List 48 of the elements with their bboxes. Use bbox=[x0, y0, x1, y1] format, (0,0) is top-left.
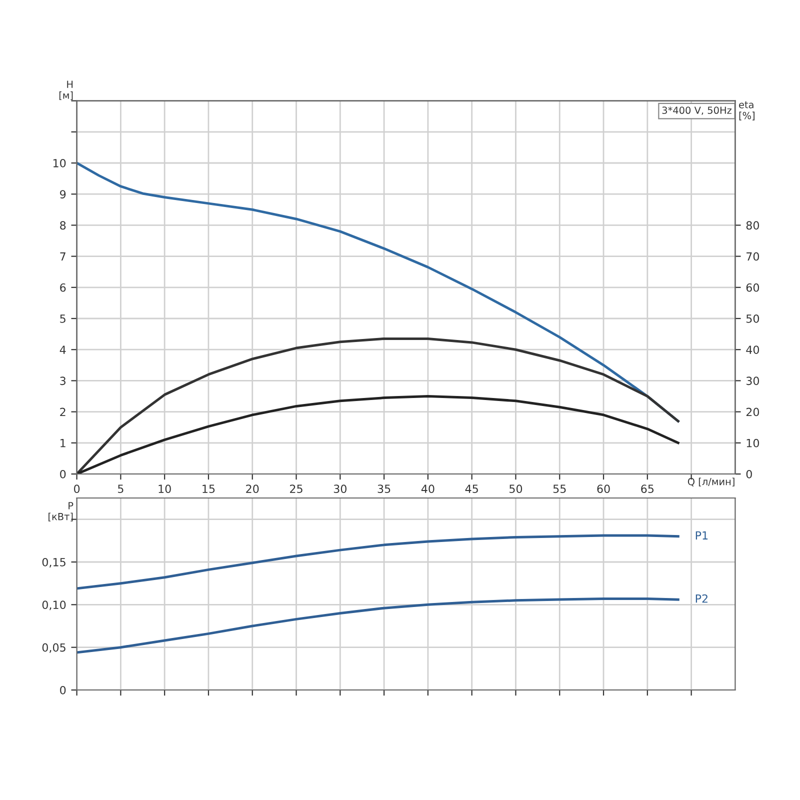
x-tick-label: 25 bbox=[290, 484, 302, 494]
line-series bbox=[76, 395, 680, 474]
x-tick-label: 0 bbox=[74, 484, 80, 494]
y2-tick-label: 20 bbox=[746, 408, 760, 416]
x-tick-label: 35 bbox=[378, 484, 390, 494]
y-tick-label: 0 bbox=[60, 686, 66, 694]
series-label: P2 bbox=[696, 594, 708, 603]
line-series bbox=[76, 597, 680, 654]
y-tick-label: 0,15 bbox=[42, 558, 66, 568]
x-tick-label: 60 bbox=[597, 484, 610, 494]
y-axis-title: P [кВт] bbox=[48, 502, 74, 522]
y-axis-title: H [м] bbox=[59, 80, 73, 100]
x-tick-label: 30 bbox=[334, 484, 346, 494]
y2-tick-label: 30 bbox=[746, 376, 760, 386]
y-tick-label: 8 bbox=[60, 221, 66, 230]
line-series bbox=[76, 534, 680, 590]
x-tick-label: 50 bbox=[510, 484, 522, 494]
x-axis-title: Q [л/мин] bbox=[688, 478, 734, 486]
x-tick-label: 45 bbox=[465, 484, 478, 494]
x-tick-label: 40 bbox=[421, 484, 434, 494]
y-tick-label: 7 bbox=[60, 252, 66, 261]
y2-tick-label: 40 bbox=[746, 346, 760, 354]
y-tick-label: 9 bbox=[60, 190, 66, 198]
y-tick-label: 6 bbox=[60, 283, 66, 292]
x-tick-label: 65 bbox=[641, 484, 654, 494]
y-tick-label: 0,05 bbox=[42, 643, 66, 653]
y-tick-label: 10 bbox=[53, 158, 66, 168]
x-tick-label: 55 bbox=[553, 484, 566, 494]
y-tick-label: 1 bbox=[60, 439, 66, 448]
annotation: 3*400 V, 50Hz bbox=[662, 106, 732, 115]
y2-axis-title: eta [%] bbox=[739, 101, 754, 120]
y-tick-label: 3 bbox=[60, 376, 66, 386]
y2-tick-label: 80 bbox=[746, 221, 760, 230]
series-label: P1 bbox=[696, 531, 708, 540]
y2-tick-label: 60 bbox=[746, 283, 760, 292]
y2-tick-label: 0 bbox=[746, 470, 752, 478]
x-tick-label: 5 bbox=[118, 484, 124, 494]
y2-tick-label: 70 bbox=[746, 252, 760, 261]
x-tick-label: 15 bbox=[202, 484, 215, 494]
y-tick-label: 0,10 bbox=[42, 600, 66, 610]
y2-tick-label: 50 bbox=[746, 314, 760, 323]
y-tick-label: 0 bbox=[60, 470, 66, 478]
x-tick-label: 10 bbox=[158, 484, 171, 494]
y-tick-label: 2 bbox=[60, 408, 66, 416]
y-tick-label: 4 bbox=[60, 346, 66, 354]
y2-tick-label: 10 bbox=[746, 438, 760, 448]
x-tick-label: 20 bbox=[246, 484, 259, 494]
y-tick-label: 5 bbox=[60, 314, 66, 323]
